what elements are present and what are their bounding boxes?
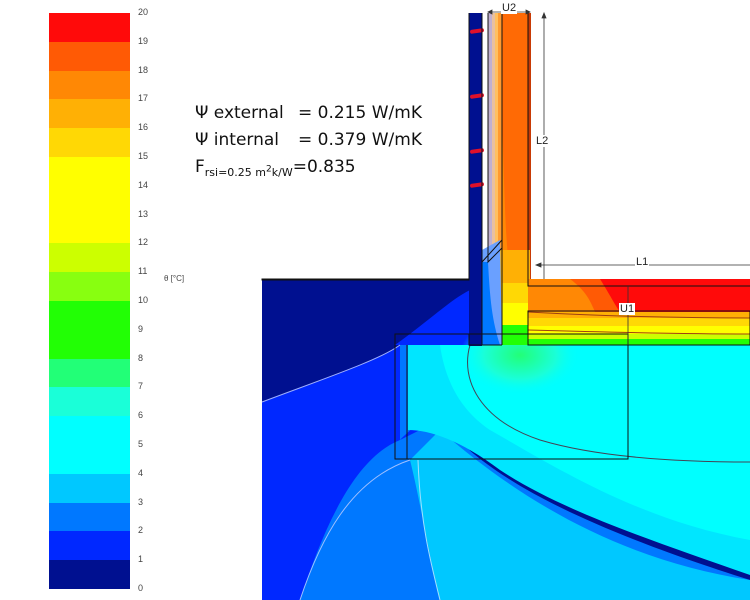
- legend-tick: 3: [138, 496, 144, 507]
- legend-tick: 4: [138, 467, 144, 478]
- frsi-value: =0.835: [292, 157, 356, 177]
- legend-band: [49, 560, 130, 590]
- legend-band: [49, 502, 130, 532]
- legend-band: [49, 70, 130, 100]
- legend-band: [49, 128, 130, 158]
- legend-tick: 9: [138, 323, 144, 334]
- dimension-l1: L1: [635, 256, 650, 268]
- dimension-l2: L2: [535, 135, 550, 147]
- psi-external-label: Ψ external: [195, 103, 284, 123]
- legend-tick: 18: [138, 64, 149, 75]
- legend-band: [49, 41, 130, 72]
- legend-tick: 19: [138, 35, 149, 46]
- dimension-u2: U2: [501, 2, 518, 14]
- legend-band: [49, 387, 130, 417]
- legend-band: [49, 301, 130, 331]
- legend-tick: 8: [138, 352, 144, 363]
- psi-external: Ψ external = 0.215 W/mK: [195, 103, 422, 123]
- psi-internal: Ψ internal = 0.379 W/mK: [195, 130, 422, 150]
- frsi-sup: 2: [266, 164, 272, 175]
- legend-tick: 10: [138, 295, 149, 305]
- legend-band: [49, 445, 130, 475]
- legend-band: [49, 157, 130, 187]
- wall-ties: [470, 28, 484, 188]
- legend-unit-label: θ [°C]: [164, 274, 185, 283]
- legend-tick: 20: [138, 7, 149, 17]
- frsi-subscript: rsi=0.25 m: [204, 166, 267, 179]
- legend-tick: 13: [138, 208, 149, 219]
- legend-tick: 1: [138, 554, 144, 565]
- legend-band: [49, 13, 130, 43]
- legend-band: [49, 358, 130, 388]
- legend-band: [49, 329, 130, 360]
- legend-tick: 12: [138, 237, 149, 248]
- legend-band: [49, 185, 130, 216]
- legend-tick: 5: [138, 439, 144, 449]
- outer-cladding: [469, 13, 482, 346]
- legend-band: [49, 531, 130, 561]
- dimension-u1: U1: [619, 303, 636, 315]
- psi-internal-label: Ψ internal: [195, 130, 280, 150]
- legend-band: [49, 99, 130, 129]
- legend-band: [49, 473, 130, 504]
- frsi-label: F: [195, 157, 205, 177]
- legend-tick: 2: [138, 525, 144, 536]
- legend-band: [49, 416, 130, 446]
- legend-band: [49, 272, 130, 302]
- legend-tick: 17: [138, 93, 149, 104]
- frsi-factor: Frsi=0.25 m2k/W=0.835: [195, 157, 356, 179]
- legend-tick: 0: [138, 583, 144, 593]
- psi-internal-value: = 0.379 W/mK: [298, 130, 422, 150]
- psi-external-value: = 0.215 W/mK: [298, 103, 422, 123]
- frsi-subscript-tail: k/W: [271, 166, 293, 179]
- legend-band: [49, 243, 130, 273]
- legend-tick: 16: [138, 122, 149, 133]
- legend-band: [49, 214, 130, 244]
- legend-tick: 7: [138, 381, 144, 392]
- temperature-legend: [49, 13, 130, 590]
- legend-tick: 15: [138, 151, 149, 161]
- legend-tick: 14: [138, 179, 149, 190]
- legend-tick: 6: [138, 410, 144, 421]
- legend-tick: 11: [138, 266, 148, 277]
